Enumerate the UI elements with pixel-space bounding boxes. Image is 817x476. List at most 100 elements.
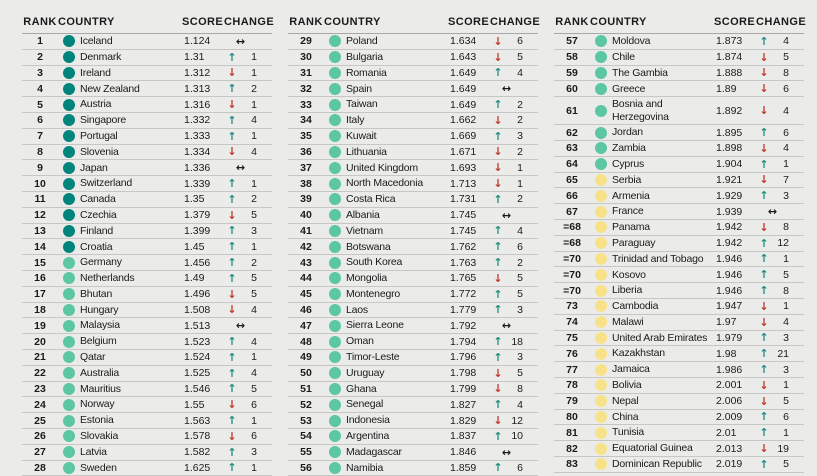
peace-tier-dot xyxy=(329,130,341,143)
score-value: 1.634 xyxy=(450,35,477,48)
rank-value: 6 xyxy=(37,114,43,127)
table-row: 6 Singapore 1.332 ↑ 4 xyxy=(22,113,272,129)
down-arrow-icon: ↓ xyxy=(227,208,237,222)
change-value: 3 xyxy=(251,224,257,237)
peace-tier-dot xyxy=(595,158,607,171)
peace-tier-dot xyxy=(63,272,75,285)
country-name: Kuwait xyxy=(346,129,377,142)
country-name: Iceland xyxy=(80,35,113,48)
rank-value: 73 xyxy=(566,300,578,313)
change-cell: ↑ 1 xyxy=(224,461,272,474)
change-value: 3 xyxy=(251,446,257,459)
rank-value: 58 xyxy=(566,51,578,64)
peace-tier-dot xyxy=(329,35,341,48)
country-name: Malawi xyxy=(612,315,644,328)
table-row: 9 Japan 1.336 ↔ xyxy=(22,160,272,177)
change-value: 8 xyxy=(783,221,789,234)
change-value: 5 xyxy=(783,458,789,471)
country-name: Qatar xyxy=(80,351,106,364)
peace-tier-dot xyxy=(63,130,75,143)
rank-value: 43 xyxy=(300,256,312,269)
peace-tier-dot xyxy=(329,145,341,158)
country-name: Oman xyxy=(346,335,374,348)
change-value: 5 xyxy=(251,382,257,395)
table-row: 53 Indonesia 1.829 ↓ 12 xyxy=(288,413,538,429)
up-arrow-icon: ↑ xyxy=(493,398,503,412)
score-value: 1.546 xyxy=(184,382,211,395)
change-value: 4 xyxy=(251,114,257,127)
change-cell: ↓ 8 xyxy=(490,382,538,395)
rank-value: 2 xyxy=(37,51,43,64)
country-name: Austria xyxy=(80,98,112,111)
change-cell: ↔ xyxy=(490,446,538,459)
table-row: 31 Romania 1.649 ↑ 4 xyxy=(288,66,538,82)
change-cell: ↑ 6 xyxy=(756,410,804,423)
rank-value: 39 xyxy=(300,193,312,206)
rank-value: 80 xyxy=(566,410,578,423)
up-arrow-icon: ↑ xyxy=(759,157,769,171)
up-arrow-icon: ↑ xyxy=(493,303,503,317)
country-name: Panama xyxy=(612,221,650,234)
table-row: 76 Kazakhstan 1.98 ↑ 21 xyxy=(554,346,804,363)
table-row: 13 Finland 1.399 ↑ 3 xyxy=(22,224,272,240)
table-row: 15 Germany 1.456 ↑ 2 xyxy=(22,255,272,271)
change-value: 4 xyxy=(517,66,523,79)
country-name: Lithuania xyxy=(346,145,387,158)
score-value: 1.399 xyxy=(184,224,211,237)
rank-value: 36 xyxy=(300,145,312,158)
rank-value: 38 xyxy=(300,177,312,190)
rank-value: 13 xyxy=(34,224,46,237)
country-name: Slovenia xyxy=(80,145,119,158)
peace-tier-dot xyxy=(329,430,341,443)
rank-table-column-1: RANK COUNTRY SCORE CHANGE 1 Iceland 1.12… xyxy=(22,10,274,476)
change-cell: ↑ 3 xyxy=(224,224,272,237)
change-value: 4 xyxy=(783,316,789,329)
up-arrow-icon: ↑ xyxy=(759,426,769,440)
peace-tier-dot xyxy=(329,351,341,364)
table-row: 39 Costa Rica 1.731 ↑ 2 xyxy=(288,192,538,208)
change-cell: ↓ 1 xyxy=(490,177,538,190)
change-cell: ↑ 4 xyxy=(490,224,538,237)
country-name: Tunisia xyxy=(612,426,645,439)
change-cell: ↓ 6 xyxy=(490,35,538,48)
change-header: CHANGE xyxy=(490,15,541,28)
down-arrow-icon: ↓ xyxy=(759,82,769,96)
change-cell: ↔ xyxy=(224,161,272,174)
change-value: 4 xyxy=(251,303,257,316)
score-header: SCORE xyxy=(448,15,490,28)
country-name: Malaysia xyxy=(80,319,120,332)
change-cell: ↓ 8 xyxy=(756,221,804,234)
score-value: 1.762 xyxy=(450,240,477,253)
change-value: 5 xyxy=(783,395,789,408)
rank-value: 48 xyxy=(300,335,312,348)
change-value: 3 xyxy=(783,189,789,202)
peace-tier-dot xyxy=(63,319,75,332)
rank-value: 65 xyxy=(566,173,578,186)
rank-value: 83 xyxy=(566,458,578,471)
country-name: Canada xyxy=(80,193,116,206)
peace-tier-dot xyxy=(595,126,607,139)
up-arrow-icon: ↑ xyxy=(227,382,237,396)
rank-value: 54 xyxy=(300,430,312,443)
score-value: 1.947 xyxy=(716,300,743,313)
up-arrow-icon: ↑ xyxy=(227,177,237,191)
change-cell: ↑ 2 xyxy=(490,193,538,206)
change-cell: ↑ 1 xyxy=(224,240,272,253)
peace-tier-dot xyxy=(595,363,607,376)
change-cell: ↑ 1 xyxy=(756,252,804,265)
up-arrow-icon: ↑ xyxy=(493,335,503,349)
change-value: 1 xyxy=(517,161,523,174)
change-value: 3 xyxy=(517,351,523,364)
change-value: 4 xyxy=(783,104,789,117)
peace-tier-dot xyxy=(595,237,607,250)
change-value: 19 xyxy=(777,442,789,455)
country-name: Australia xyxy=(80,366,120,379)
country-name: Paraguay xyxy=(612,236,656,249)
change-value: 4 xyxy=(783,35,789,48)
up-arrow-icon: ↑ xyxy=(759,347,769,361)
change-cell: ↑ 2 xyxy=(490,256,538,269)
change-cell: ↓ 7 xyxy=(756,173,804,186)
change-cell: ↓ 5 xyxy=(490,367,538,380)
change-value: 1 xyxy=(783,379,789,392)
score-value: 1.333 xyxy=(184,130,211,143)
